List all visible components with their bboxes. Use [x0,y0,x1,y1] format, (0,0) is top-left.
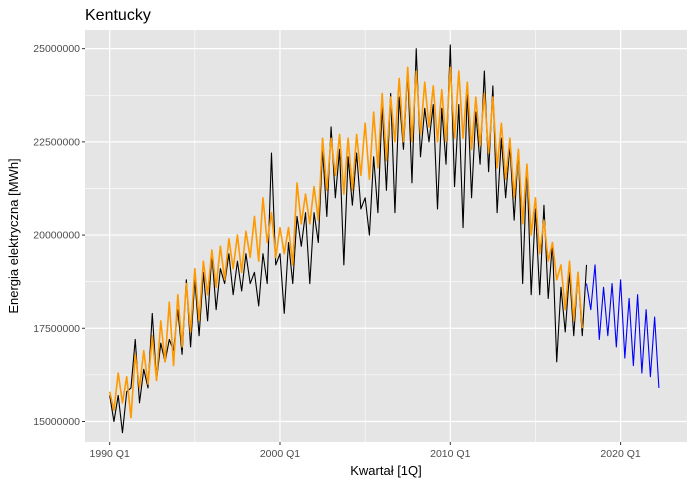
x-axis: 1990 Q1 2000 Q1 2010 Q1 2020 Q1 [90,442,641,460]
series-line-3 [585,264,660,388]
x-tick-label: 1990 Q1 [90,448,130,460]
y-axis-title: Energia elektryczna [MWh] [6,158,21,313]
y-tick-label: 15000000 [33,416,80,428]
chart-title: Kentucky [85,7,151,24]
series-line-2 [108,66,584,419]
y-tick-label: 20000000 [33,230,80,242]
series-group [108,44,660,434]
x-tick-label: 2020 Q1 [600,448,640,460]
y-tick-label: 22500000 [33,136,80,148]
x-axis-title: Kwartał [1Q] [350,463,422,478]
x-tick-label: 2010 Q1 [430,448,470,460]
y-axis: 15000000 17500000 20000000 22500000 25000000 [33,43,85,428]
grid [85,30,687,442]
y-tick-label: 25000000 [33,43,80,55]
y-tick-label: 17500000 [33,323,80,335]
plot-panel [85,30,687,442]
x-tick-label: 2000 Q1 [260,448,300,460]
